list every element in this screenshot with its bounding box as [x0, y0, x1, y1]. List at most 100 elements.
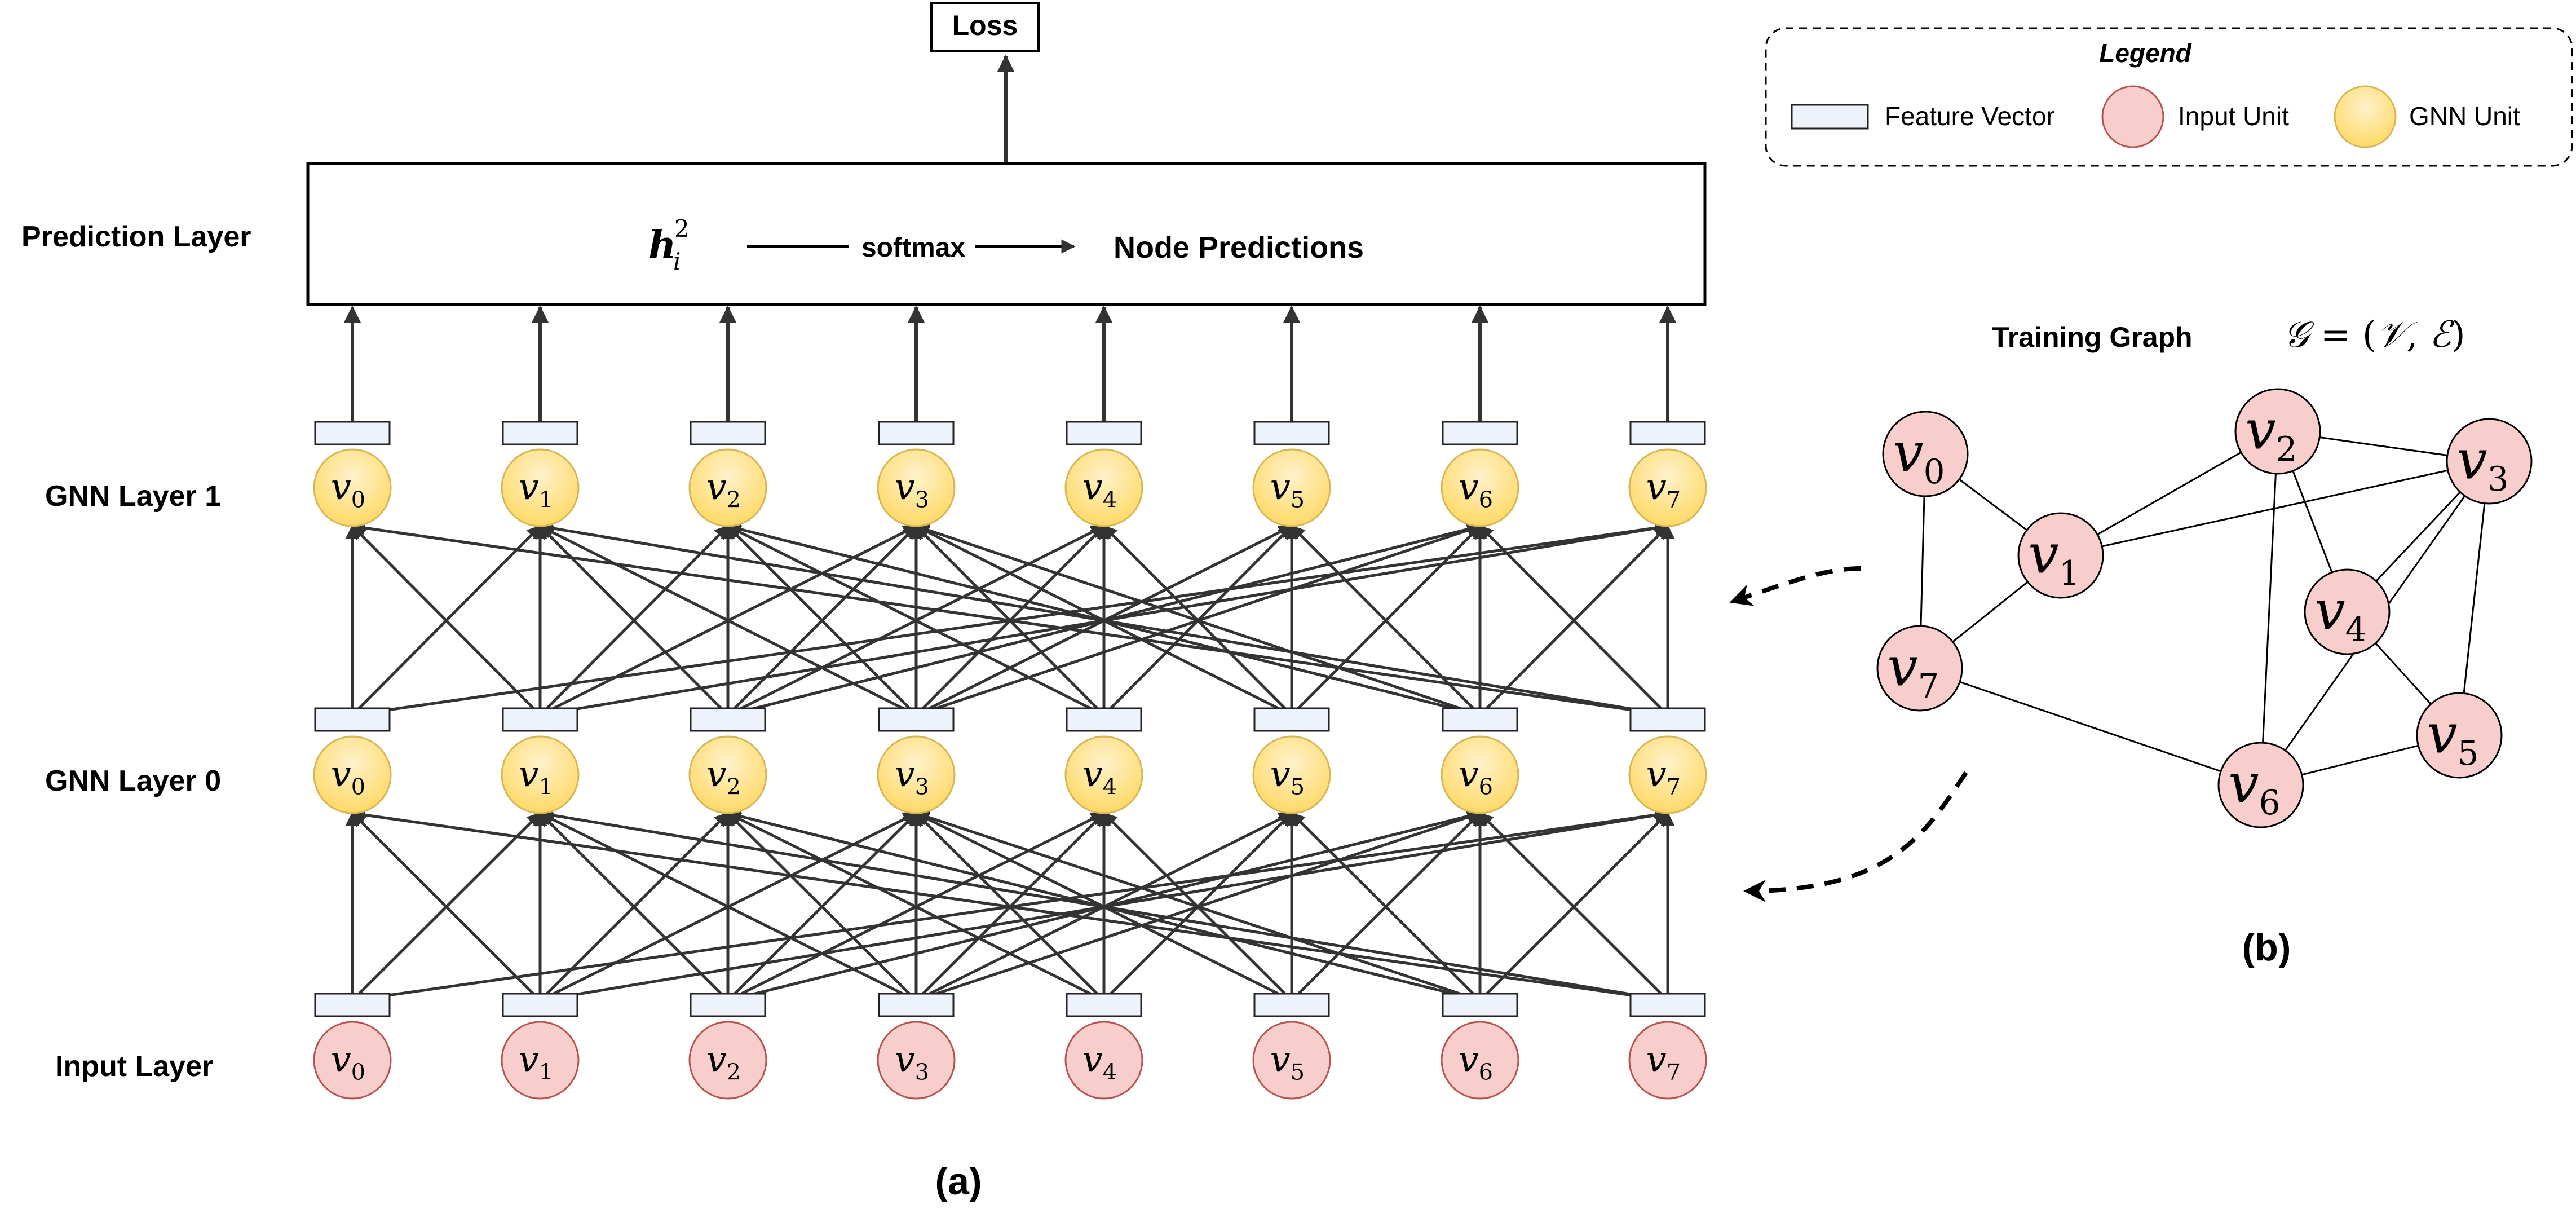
legend-input-unit-swatch: [2101, 85, 2164, 148]
input-node-1-symbol: v: [519, 1039, 539, 1080]
input-node-6: v6: [1441, 1021, 1519, 1100]
feature-vector-gnn0-4: [1066, 707, 1142, 732]
gnn1-node-5-index: 5: [1291, 487, 1305, 513]
feature-vector-gnn1-6: [1442, 421, 1518, 445]
legend-feature-vector-label: Feature Vector: [1885, 102, 2055, 131]
feature-vector-gnn1-0: [314, 421, 391, 445]
graph-node-3-symbol: v: [2456, 429, 2487, 492]
input-node-4-symbol: v: [1082, 1039, 1103, 1080]
message-edge-1-to-0: [351, 525, 541, 716]
gnn0-node-6-index: 6: [1479, 774, 1493, 800]
gnn1-node-3-index: 3: [915, 487, 929, 513]
gnn1-node-1: v1: [501, 448, 580, 527]
input-node-0-symbol: v: [331, 1039, 351, 1080]
graph-node-1-symbol: v: [2028, 523, 2058, 586]
message-edge-4-to-2: [726, 811, 1105, 1002]
graph-edge-6-7: [1919, 667, 2261, 786]
gnn0-node-circle-7: [1628, 735, 1707, 814]
gnn0-node-1-index: 1: [539, 774, 553, 800]
graph-node-5-index: 5: [2458, 734, 2479, 773]
gnn0-node-5: v5: [1252, 735, 1331, 814]
feature-vectors: [314, 421, 1706, 1017]
graph-node-1-index: 1: [2059, 554, 2080, 593]
graph-node-circle-4: [2304, 568, 2391, 655]
gnn0-node-1-symbol: v: [519, 753, 539, 795]
input-node-3-symbol: v: [895, 1039, 915, 1080]
gnn0-node-2-label: v2: [706, 753, 741, 800]
loss-box: Loss: [930, 2, 1040, 52]
input-node-6-label: v6: [1459, 1039, 1493, 1085]
prediction-layer-box: h i 2 softmax Node Predictions: [306, 162, 1707, 306]
gnn1-node-circle-7: [1628, 448, 1707, 527]
gnn1-node-6-symbol: v: [1459, 466, 1479, 508]
gnn1-node-circle-6: [1441, 448, 1519, 527]
prediction-arrows: [344, 306, 1676, 429]
graph-node-circle-7: [1876, 625, 1963, 712]
graph-formula-close: ): [2451, 314, 2465, 356]
message-edge-6-to-3: [914, 810, 1481, 1002]
input-node-circle-5: [1252, 1021, 1331, 1100]
gnn1-node-1-label: v1: [519, 466, 553, 513]
message-edge-3-to-2: [727, 525, 917, 716]
gnn0-node-circle-6: [1441, 735, 1519, 814]
gnn1-node-0-index: 0: [351, 487, 365, 513]
input-node-5-symbol: v: [1270, 1039, 1291, 1080]
feature-vector-gnn0-1: [502, 707, 578, 732]
feature-vector-input-0: [314, 993, 391, 1017]
input-node-2-symbol: v: [706, 1039, 727, 1080]
feature-vector-input-4: [1066, 993, 1142, 1017]
graph-node-7-symbol: v: [1887, 636, 1917, 699]
gnn0-node-5-symbol: v: [1270, 753, 1291, 795]
graph-node-circle-6: [2217, 742, 2304, 828]
gnn1-node-7-index: 7: [1667, 487, 1681, 513]
graph-formula-comma: ,: [2406, 314, 2429, 356]
graph-to-layer1-dashed-arrow: [1729, 566, 1861, 606]
gnn1-node-1-symbol: v: [519, 466, 539, 508]
node-predictions-label: Node Predictions: [1114, 231, 1364, 264]
graph-node-5-label: v5: [2427, 703, 2478, 773]
input-node-3-index: 3: [915, 1060, 929, 1086]
feature-vector-input-5: [1253, 993, 1330, 1017]
message-edge-7-to-0: [351, 808, 1668, 1002]
prediction-layer-label: Prediction Layer: [21, 220, 251, 253]
gnn1-node-1-index: 1: [539, 487, 553, 513]
message-edge-1-to-0: [351, 812, 541, 1002]
graph-node-1-label: v1: [2028, 523, 2080, 593]
softmax-label: softmax: [861, 233, 965, 263]
feature-vector-gnn0-7: [1629, 707, 1706, 732]
gnn1-node-3-label: v3: [895, 466, 929, 513]
gnn0-node-4: v4: [1064, 735, 1143, 814]
h-symbol: h: [648, 223, 676, 268]
gnn1-node-2-index: 2: [727, 487, 741, 513]
feature-vector-gnn1-7: [1629, 421, 1706, 445]
input-node-4-label: v4: [1082, 1039, 1117, 1085]
feature-vector-input-2: [690, 993, 766, 1017]
gnn0-node-0: v0: [313, 735, 392, 814]
graph-node-6-label: v6: [2228, 752, 2280, 823]
input-node-0-index: 0: [351, 1060, 365, 1086]
gnn0-node-4-label: v4: [1082, 753, 1117, 800]
gnn0-node-6-symbol: v: [1459, 753, 1479, 795]
gnn1-node-2-symbol: v: [706, 466, 727, 508]
graph-node-4-symbol: v: [2314, 579, 2345, 642]
graph-node-5-symbol: v: [2427, 703, 2457, 766]
gnn0-node-3-label: v3: [895, 753, 929, 800]
graph-formula-equals: = (: [2309, 314, 2376, 356]
feature-vector-gnn1-1: [502, 421, 578, 445]
feature-vector-input-7: [1629, 993, 1706, 1017]
gnn-layer-0-label: GNN Layer 0: [45, 765, 221, 797]
input-node-1-index: 1: [539, 1060, 553, 1086]
graph-node-0-index: 0: [1924, 453, 1945, 492]
gnn1-node-6-index: 6: [1479, 487, 1493, 513]
graph-edge-3-5: [2458, 461, 2490, 736]
input-node-7: v7: [1628, 1021, 1707, 1100]
legend-gnn-unit-label: GNN Unit: [2409, 102, 2520, 131]
graph-node-circle-3: [2446, 418, 2533, 505]
message-edge-7-to-0: [351, 521, 1668, 717]
input-layer-label: Input Layer: [55, 1050, 213, 1083]
legend-input-unit-label: Input Unit: [2178, 102, 2289, 131]
input-node-5: v5: [1252, 1021, 1331, 1100]
feature-vector-input-6: [1442, 993, 1518, 1017]
